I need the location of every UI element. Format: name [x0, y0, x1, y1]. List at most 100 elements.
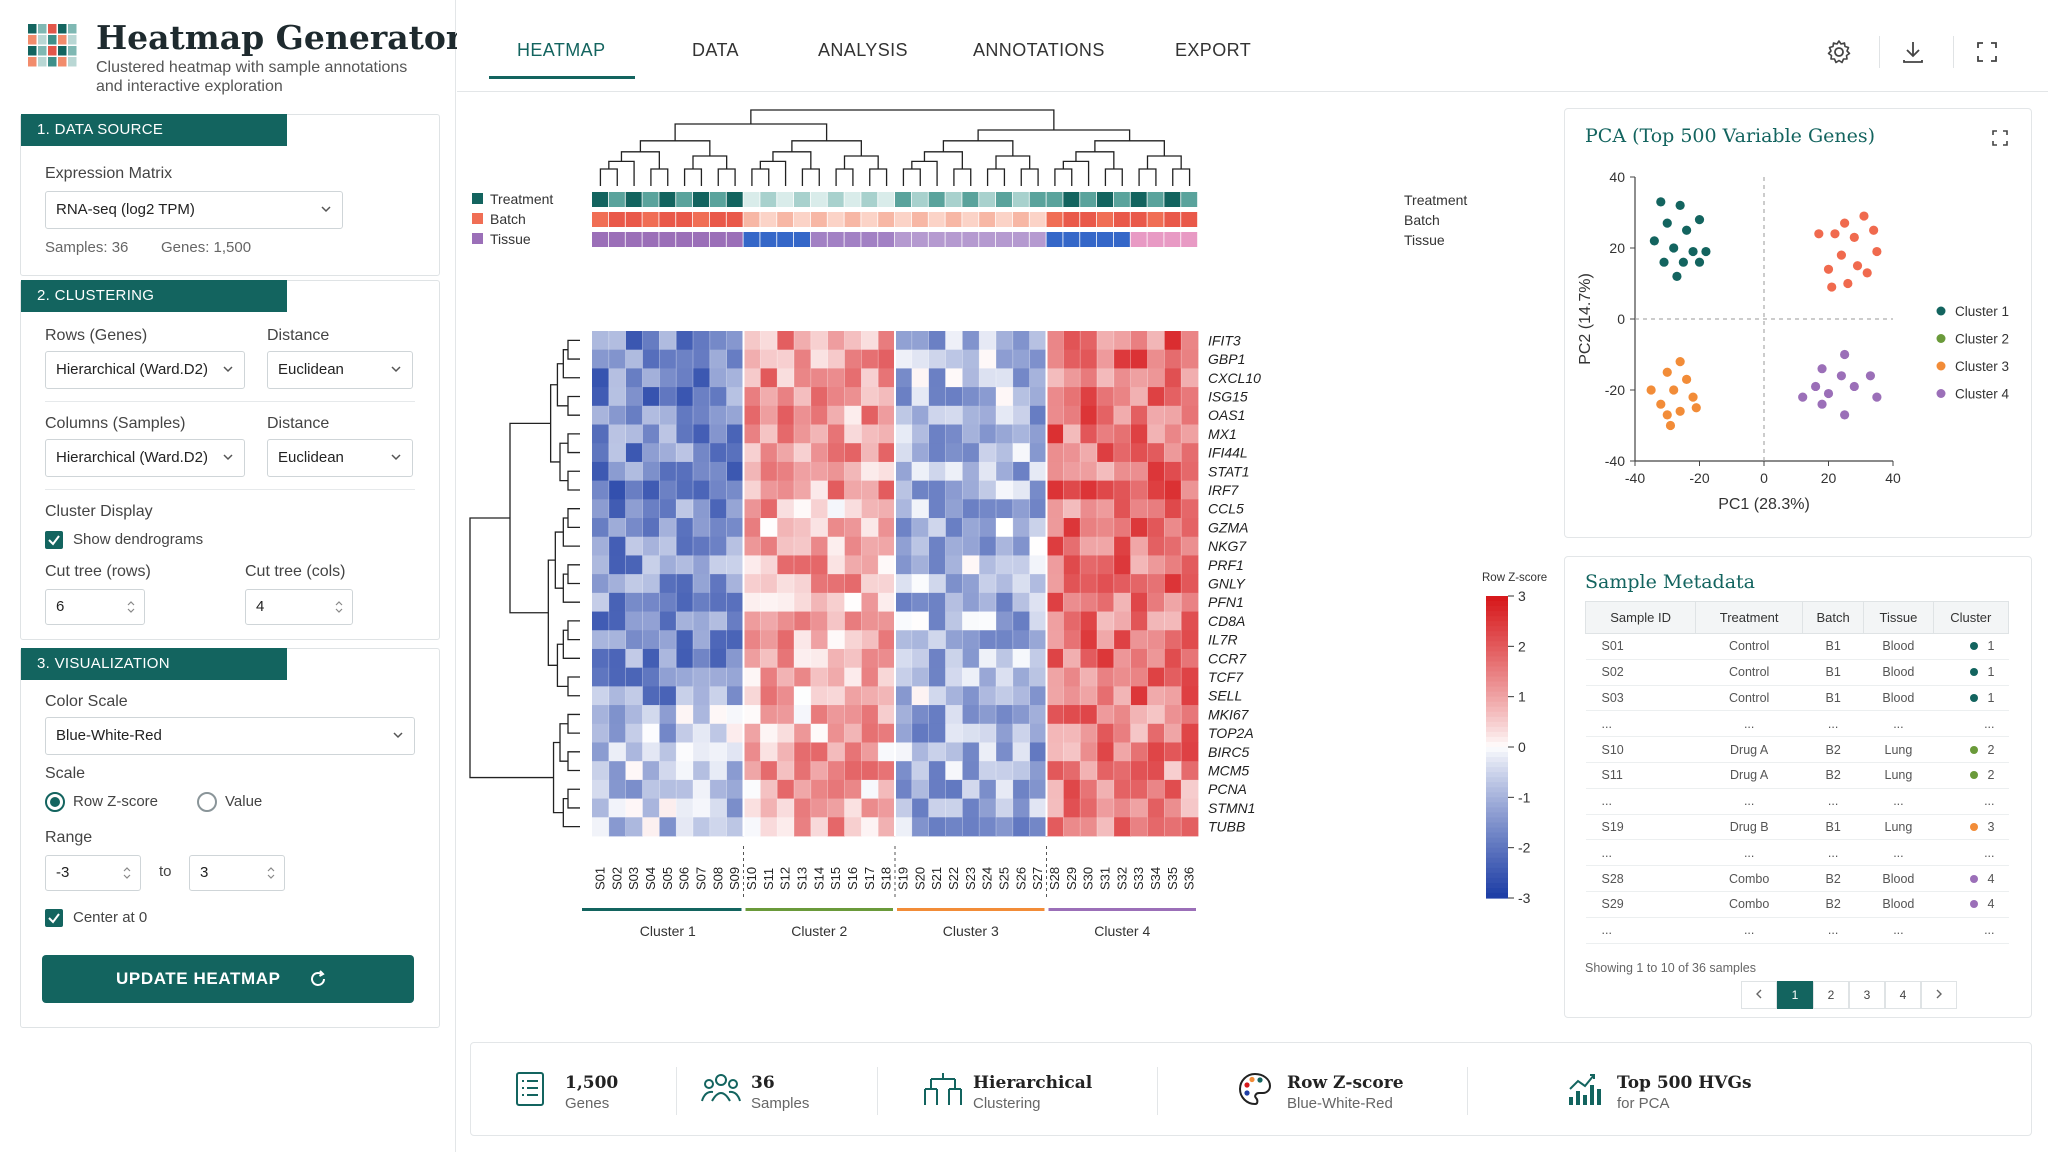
batch-annotation-cell [1164, 212, 1181, 227]
heatmap-cell [962, 761, 980, 781]
table-row[interactable]: S03 Control B1 Blood 1 [1585, 685, 2009, 712]
logo-cell [58, 46, 67, 56]
table-row[interactable]: ............... [1585, 710, 2009, 738]
heatmap-cell [827, 798, 845, 818]
heatmap-cell [1147, 667, 1165, 687]
pca-point [1662, 218, 1672, 228]
cell-batch-text: B2 [1825, 897, 1841, 912]
heatmap-cell [726, 648, 744, 669]
column-header-batch[interactable]: Batch [1802, 601, 1865, 634]
heatmap-cell [743, 424, 761, 444]
cut-cols-stepper[interactable]: 4 [245, 589, 353, 625]
gene-label: OAS1 [1208, 407, 1245, 423]
heatmap-cell [1181, 480, 1199, 500]
heatmap-cell [1046, 742, 1064, 762]
pagination-page-4[interactable]: 4 [1885, 981, 1921, 1009]
heatmap-cell [709, 480, 728, 500]
tab-analysis[interactable]: ANALYSIS [818, 40, 908, 60]
cluster-bar [745, 908, 893, 911]
heatmap-cell [895, 518, 913, 538]
table-row[interactable]: ............... [1585, 917, 2009, 944]
column-header-tissue[interactable]: Tissue [1863, 601, 1934, 634]
rows-distance-select[interactable]: Euclidean [267, 351, 413, 389]
tab-heatmap[interactable]: HEATMAP [517, 40, 606, 60]
column-header-cluster[interactable]: Cluster [1932, 601, 2010, 634]
sample-label: S29 [1064, 867, 1079, 890]
heatmap-cell [1063, 555, 1081, 575]
gene-label: CCR7 [1208, 650, 1247, 666]
heatmap-cell [1097, 405, 1115, 425]
sample-label: S08 [710, 867, 725, 890]
pagination-prev-button[interactable] [1741, 981, 1777, 1009]
heatmap-cell [1029, 387, 1047, 407]
heatmap-cell [794, 536, 812, 556]
fullscreen-icon[interactable] [1973, 38, 2001, 66]
heatmap-cell [777, 817, 795, 837]
cut-rows-stepper[interactable]: 6 [45, 589, 145, 625]
table-row[interactable]: S10 Drug A B2 Lung 2 [1585, 736, 2009, 763]
heatmap-cell [1080, 443, 1098, 463]
table-row[interactable]: S11 Drug A B2 Lung 2 [1585, 762, 2009, 789]
value-radio[interactable] [197, 792, 217, 812]
tab-annotations[interactable]: ANNOTATIONS [973, 40, 1105, 60]
table-row[interactable]: ............... [1585, 839, 2009, 867]
heatmap-cell [945, 349, 963, 369]
batch-annotation-cell [592, 212, 609, 227]
table-row[interactable]: S19 Drug B B1 Lung 3 [1585, 814, 2009, 841]
heatmap-cell [1097, 368, 1115, 388]
center-at-zero-checkbox[interactable] [45, 909, 63, 927]
color-scale-select[interactable]: Blue-White-Red [45, 717, 415, 755]
download-icon[interactable] [1899, 38, 1927, 66]
table-row[interactable]: S01 Control B1 Blood 1 [1585, 633, 2009, 660]
heatmap-cell [625, 779, 643, 799]
pca-point [1865, 371, 1876, 381]
expression-matrix-select[interactable]: RNA-seq (log2 TPM) [45, 191, 343, 229]
cols-distance-select[interactable]: Euclidean [267, 439, 413, 477]
gear-icon[interactable] [1825, 38, 1853, 66]
colorbar-step [1486, 822, 1508, 829]
update-heatmap-button[interactable]: UPDATE HEATMAP [42, 955, 414, 1003]
pagination-page-2[interactable]: 2 [1813, 981, 1849, 1009]
sample-label: S14 [811, 867, 826, 890]
heatmap-cell [1130, 761, 1148, 781]
cols-method-select[interactable]: Hierarchical (Ward.D2) [45, 439, 245, 477]
heatmap-cell [945, 368, 963, 388]
summary-scale-label: Blue-White-Red [1287, 1095, 1393, 1112]
heatmap-cell [1147, 742, 1165, 762]
table-row[interactable]: S29 Combo B2 Blood 4 [1585, 891, 2009, 918]
heatmap-cell [1080, 387, 1098, 407]
batch-annotation-cell [608, 212, 625, 227]
column-header-treatment[interactable]: Treatment [1695, 601, 1804, 634]
heatmap-cell [625, 611, 643, 631]
table-row[interactable]: S02 Control B1 Blood 1 [1585, 659, 2009, 686]
tissue-annotation-cell [844, 232, 861, 247]
row-zscore-radio[interactable] [45, 792, 65, 812]
heatmap-cell [1080, 742, 1098, 762]
pagination-page-1[interactable]: 1 [1777, 981, 1813, 1009]
tab-export[interactable]: EXPORT [1175, 40, 1252, 60]
rows-method-select[interactable]: Hierarchical (Ward.D2) [45, 351, 245, 389]
gene-label: PFN1 [1208, 594, 1244, 610]
table-row[interactable]: ............... [1585, 788, 2009, 815]
cell-cluster-text: 2 [1987, 768, 1995, 783]
cluster-label: Cluster 2 [791, 923, 847, 939]
tab-data[interactable]: DATA [692, 40, 739, 60]
show-dendrograms-checkbox[interactable] [45, 531, 63, 549]
column-header-sample-id[interactable]: Sample ID [1584, 601, 1697, 634]
table-row[interactable]: S28 Combo B2 Blood 4 [1585, 865, 2009, 892]
heatmap-cell [608, 611, 627, 631]
heatmap-cell [726, 331, 744, 351]
range-max-stepper[interactable]: 3 [189, 855, 285, 891]
range-min-stepper[interactable]: -3 [45, 855, 141, 891]
colorbar-step [1486, 726, 1508, 733]
x-axis-label: PC1 (28.3%) [1718, 496, 1810, 513]
pagination-page-3[interactable]: 3 [1849, 981, 1885, 1009]
heatmap-cell [1130, 723, 1148, 743]
heatmap-cell [1097, 667, 1115, 687]
heatmap-cell [928, 798, 946, 818]
cell-sample-id: S11 [1585, 762, 1696, 789]
heatmap-cell [659, 499, 677, 519]
pagination-next-button[interactable] [1921, 981, 1957, 1009]
expand-icon[interactable] [1991, 129, 2009, 147]
